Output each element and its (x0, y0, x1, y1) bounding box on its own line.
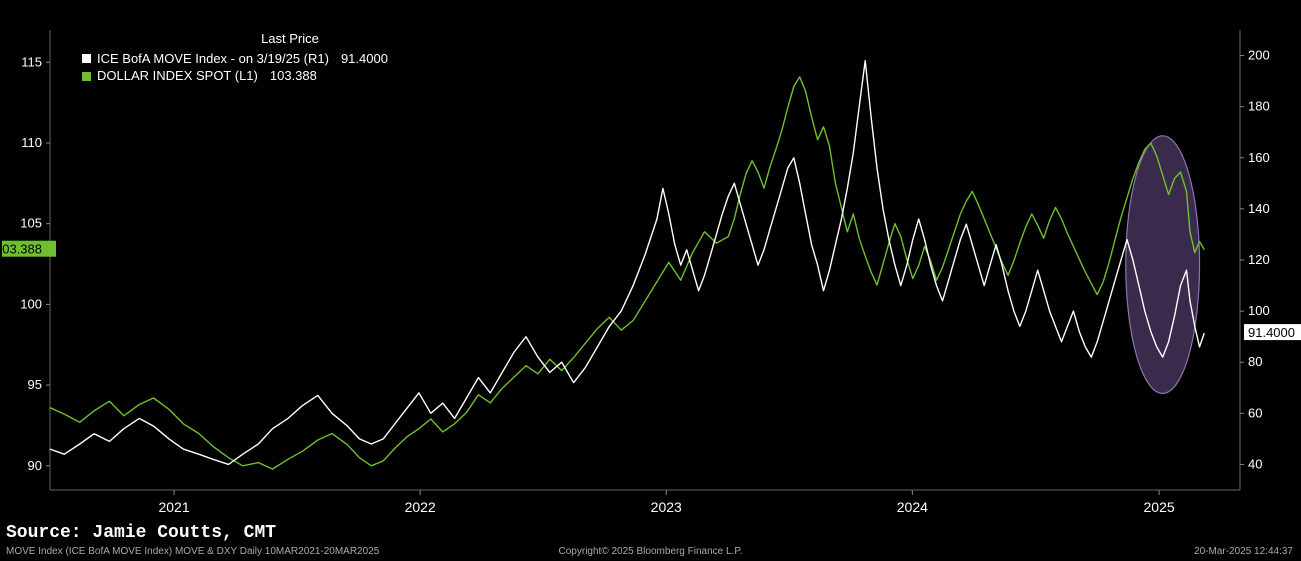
svg-text:120: 120 (1248, 252, 1270, 267)
svg-text:115: 115 (21, 54, 42, 69)
sub-line: MOVE Index (ICE BofA MOVE Index) MOVE & … (6, 546, 379, 557)
svg-text:110: 110 (21, 135, 42, 150)
svg-text:180: 180 (1248, 99, 1270, 114)
svg-text:100: 100 (1248, 303, 1270, 318)
svg-text:2024: 2024 (897, 499, 928, 515)
svg-text:80: 80 (1248, 354, 1262, 369)
svg-text:105: 105 (20, 216, 42, 231)
svg-text:2021: 2021 (158, 499, 189, 515)
svg-text:95: 95 (28, 377, 42, 392)
legend-value-1: 103.388 (270, 67, 317, 85)
timestamp-line: 20-Mar-2025 12:44:37 (1194, 546, 1293, 557)
legend-title: Last Price (192, 30, 388, 48)
legend: Last Price ICE BofA MOVE Index - on 3/19… (82, 30, 388, 85)
svg-text:60: 60 (1248, 405, 1262, 420)
copyright-line: Copyright© 2025 Bloomberg Finance L.P. (559, 546, 743, 557)
svg-text:91.4000: 91.4000 (1248, 325, 1295, 340)
svg-text:140: 140 (1248, 201, 1270, 216)
legend-label-0: ICE BofA MOVE Index - on 3/19/25 (R1) (97, 50, 329, 68)
legend-swatch-1 (82, 72, 91, 81)
source-line: Source: Jamie Coutts, CMT (6, 523, 276, 543)
legend-value-0: 91.4000 (341, 50, 388, 68)
chart-container: 90 95 100 105 110 115 40 60 80 100 120 140 160 180 200… (0, 0, 1301, 561)
svg-text:103.388: 103.388 (0, 242, 42, 257)
svg-text:90: 90 (28, 458, 42, 473)
legend-row-0: ICE BofA MOVE Index - on 3/19/25 (R1) 91… (82, 50, 388, 68)
svg-text:200: 200 (1248, 48, 1270, 63)
legend-label-1: DOLLAR INDEX SPOT (L1) (97, 67, 258, 85)
svg-text:100: 100 (20, 296, 42, 311)
svg-text:2025: 2025 (1144, 499, 1175, 515)
svg-text:160: 160 (1248, 150, 1270, 165)
legend-row-1: DOLLAR INDEX SPOT (L1) 103.388 (82, 67, 388, 85)
svg-text:2022: 2022 (405, 499, 436, 515)
svg-text:40: 40 (1248, 456, 1262, 471)
svg-text:2023: 2023 (651, 499, 682, 515)
legend-swatch-0 (82, 54, 91, 63)
